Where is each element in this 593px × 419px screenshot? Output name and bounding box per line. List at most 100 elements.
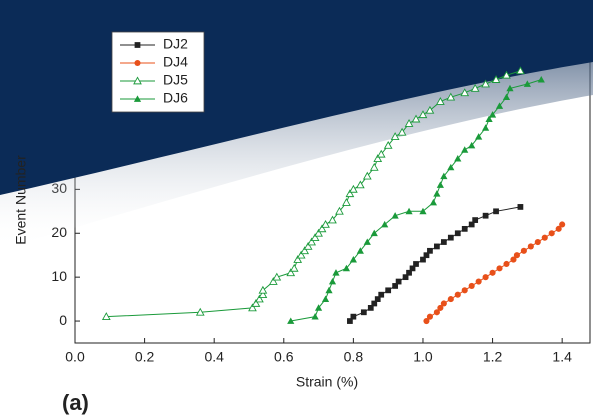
point [482,274,489,281]
point [433,309,440,316]
point [383,140,393,149]
point [406,269,412,276]
point [468,221,475,228]
point [101,312,111,320]
point [426,313,433,320]
point [517,204,524,210]
series [347,204,524,324]
point [516,66,525,75]
point [488,111,497,118]
point [296,250,306,259]
point [328,215,337,224]
point [255,294,264,303]
point [409,265,416,272]
point [527,243,534,250]
point [133,76,142,85]
x-tick-label: 0.6 [274,349,294,365]
x-axis-label: Strain (%) [296,374,358,390]
point [391,212,399,219]
legend-label: DJ2 [163,36,188,52]
point [335,206,344,215]
point [454,155,462,162]
point [134,42,141,48]
point [378,291,385,298]
legend-label: DJ4 [163,54,188,70]
point [447,163,455,171]
point [447,296,454,303]
point [440,239,447,245]
point [418,110,428,119]
point [381,220,389,228]
point [287,317,295,324]
point [436,181,444,188]
point [374,296,381,302]
point [411,114,421,123]
point [491,75,501,83]
point [405,207,413,215]
point [482,212,489,219]
point [310,233,320,241]
point [503,260,510,268]
point [195,307,205,316]
point [300,246,310,255]
point [272,272,282,281]
point [541,234,548,241]
point [347,318,353,324]
point [311,313,319,320]
point [423,317,430,325]
panel-label: (a) [62,390,89,415]
point [314,304,323,311]
point [362,171,372,180]
point [493,208,499,215]
point [460,88,470,97]
x-tick-label: 0.4 [204,349,224,365]
point [436,97,445,105]
point [440,172,448,180]
point [470,83,480,92]
point [369,162,379,171]
point [392,283,399,289]
point [461,287,468,294]
x-tick-label: 0.2 [135,349,155,365]
x-tick-label: 1.0 [413,349,433,365]
legend: DJ2 DJ4 DJ5 DJ6 [111,31,205,113]
point [433,190,441,197]
point [395,278,402,285]
point [496,265,503,272]
point [468,282,475,289]
point [293,255,303,263]
x-tick-label: 0.8 [344,349,364,365]
point [373,154,383,162]
point [489,269,496,276]
point [332,269,340,276]
point [390,132,400,141]
point [446,92,456,101]
point [402,274,409,281]
point [502,70,511,79]
point [286,268,296,277]
plot [101,66,566,325]
point [481,79,490,88]
point [397,127,407,136]
point [440,300,447,307]
series [423,221,566,325]
point [454,230,461,237]
point [447,234,454,241]
point [342,264,351,272]
point [404,118,414,127]
point [506,84,514,92]
point [534,238,541,246]
point [427,247,433,254]
series [101,66,525,320]
y-tick-label: 10 [51,268,67,284]
point [419,207,427,215]
point [307,237,316,246]
point [367,305,374,311]
point [461,146,469,153]
point [461,225,468,232]
point [510,256,517,263]
point [437,304,444,311]
point [350,313,357,320]
